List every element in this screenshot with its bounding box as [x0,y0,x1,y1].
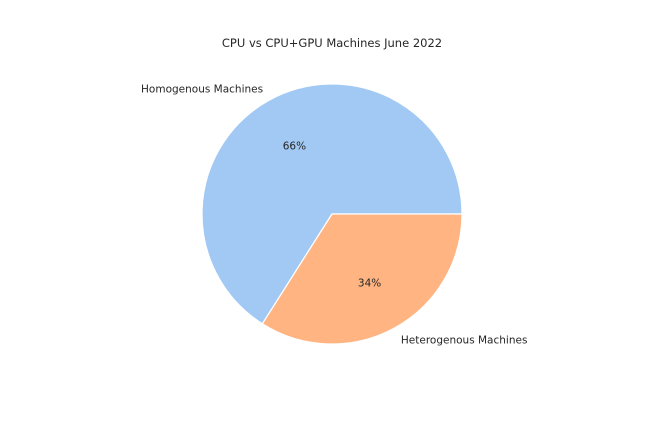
pie-wedges [201,83,463,345]
pie-slice-category-label: Homogenous Machines [141,84,263,96]
pie-labels: 66% Homogenous Machines 34% Heterogenous Ma… [141,84,527,347]
chart-title: CPU vs CPU+GPU Machines June 2022 [222,36,442,50]
pie-slice-percent-label: 34% [358,277,381,289]
pie-slice-homogenous-machines [201,83,463,325]
pie-slice-category-label: Heterogenous Machines [401,334,528,346]
pie-slice-percent-label: 66% [283,141,306,153]
pie-slice-heterogenous-machines [261,213,463,345]
